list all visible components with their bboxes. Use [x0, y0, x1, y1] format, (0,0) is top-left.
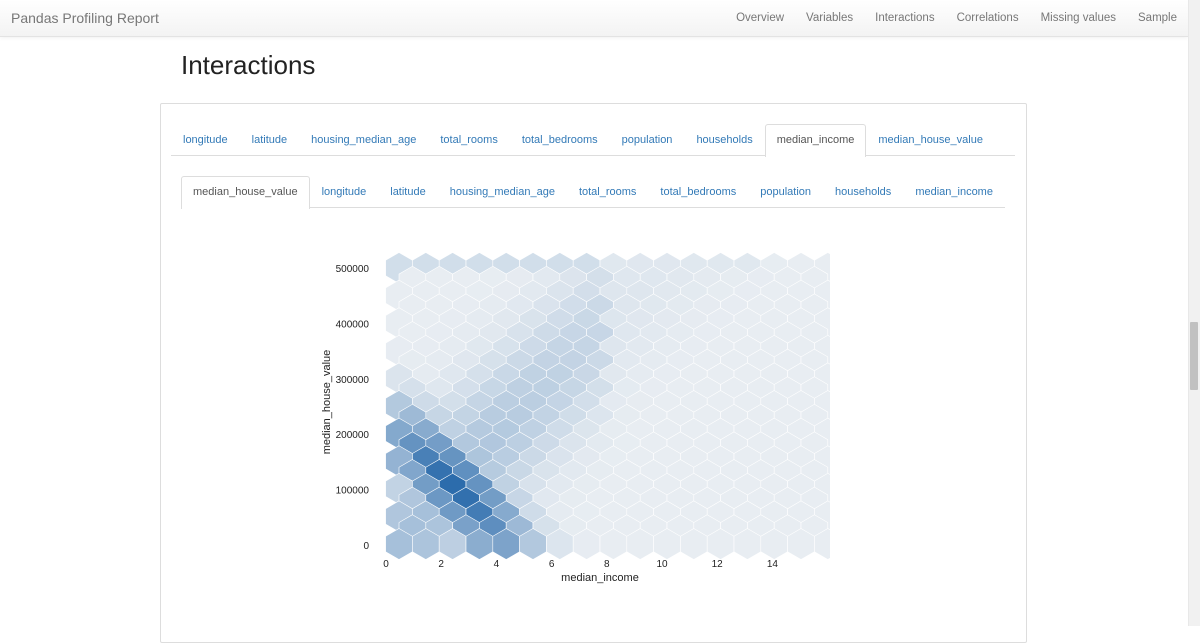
nav-links: Overview Variables Interactions Correlat… [725, 0, 1188, 37]
top-navbar: Pandas Profiling Report Overview Variabl… [0, 0, 1188, 37]
x-tick-label: 6 [549, 559, 555, 570]
scrollbar-thumb[interactable] [1190, 322, 1198, 390]
brand-title[interactable]: Pandas Profiling Report [11, 10, 159, 26]
hexbin-chart: 0 100000 200000 300000 400000 500000 0 2 4 6 8 10 1… [321, 252, 830, 584]
x-tick-label: 0 [383, 559, 389, 570]
y-variable-tabs: median_house_value longitude latitude ho… [181, 176, 1005, 209]
nav-interactions[interactable]: Interactions [875, 12, 935, 24]
tab-x-median-income[interactable]: median_income [764, 124, 867, 157]
page-title: Interactions [181, 50, 316, 80]
tab-x-total-bedrooms[interactable]: total_bedrooms [521, 134, 598, 146]
y-tick-label: 200000 [336, 430, 370, 441]
y-tick-label: 100000 [336, 486, 370, 497]
tab-x-population[interactable]: population [621, 134, 673, 146]
nav-sample[interactable]: Sample [1138, 12, 1177, 24]
tab-y-total-rooms[interactable]: total_rooms [578, 186, 637, 198]
y-axis-ticks: 0 100000 200000 300000 400000 500000 [336, 264, 370, 552]
x-tick-label: 12 [712, 559, 724, 570]
x-tick-label: 10 [656, 559, 668, 570]
y-tick-label: 300000 [336, 375, 370, 386]
tab-x-median-house-value[interactable]: median_house_value [878, 134, 983, 146]
tab-y-longitude[interactable]: longitude [321, 186, 367, 198]
y-tick-label: 0 [363, 541, 369, 552]
nav-variables[interactable]: Variables [806, 12, 854, 24]
x-axis-ticks: 0 2 4 6 8 10 12 14 [383, 559, 778, 570]
tab-y-total-bedrooms[interactable]: total_bedrooms [660, 186, 737, 198]
scrollbar-track[interactable] [1188, 0, 1200, 626]
x-tick-label: 14 [767, 559, 779, 570]
y-tick-label: 500000 [336, 264, 370, 275]
hexbin-cells [385, 252, 830, 560]
x-tick-label: 4 [494, 559, 500, 570]
x-variable-tabs: longitude latitude housing_median_age to… [171, 124, 1015, 157]
hexbin-cell [814, 528, 830, 560]
y-tick-label: 400000 [336, 319, 370, 330]
nav-missing-values[interactable]: Missing values [1040, 12, 1116, 24]
tab-y-housing-median-age[interactable]: housing_median_age [449, 186, 555, 198]
x-axis-label: median_income [561, 572, 639, 584]
tab-x-households[interactable]: households [696, 134, 753, 146]
nav-correlations[interactable]: Correlations [956, 12, 1019, 24]
tab-x-housing-median-age[interactable]: housing_median_age [311, 134, 417, 146]
nav-overview[interactable]: Overview [736, 12, 785, 24]
tab-x-longitude[interactable]: longitude [183, 134, 228, 146]
y-axis-label: median_house_value [321, 350, 333, 455]
tab-x-latitude[interactable]: latitude [251, 134, 288, 146]
tab-y-households[interactable]: households [835, 186, 892, 198]
tab-y-median-house-value[interactable]: median_house_value [181, 176, 310, 209]
x-tick-label: 8 [604, 559, 610, 570]
tab-y-median-income[interactable]: median_income [915, 186, 993, 198]
tab-x-total-rooms[interactable]: total_rooms [440, 134, 498, 146]
x-tick-label: 2 [438, 559, 444, 570]
tab-y-population[interactable]: population [760, 186, 812, 198]
tab-y-latitude[interactable]: latitude [390, 186, 426, 198]
